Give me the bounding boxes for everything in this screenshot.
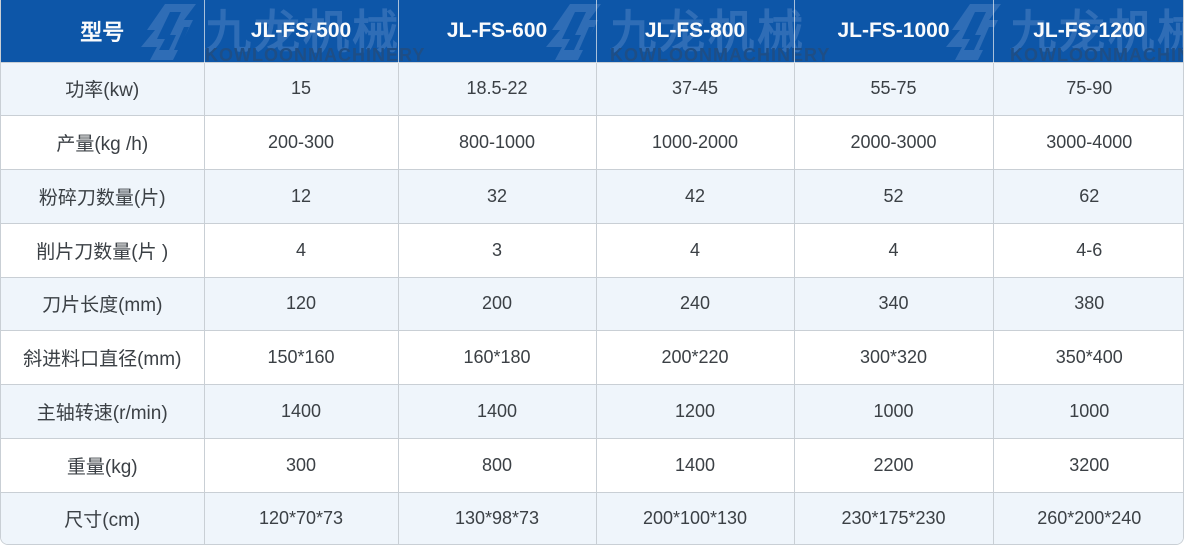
value-cell: 260*200*240 xyxy=(993,491,1183,544)
value-cell: 200*220 xyxy=(596,330,795,385)
value-cell: 240 xyxy=(596,276,795,331)
value-cell: 3200 xyxy=(993,437,1183,493)
value-cell: 37-45 xyxy=(596,61,795,116)
value-cell: 18.5-22 xyxy=(398,61,597,116)
row-label-cell: 尺寸(cm) xyxy=(1,491,205,544)
value-cell: 350*400 xyxy=(993,330,1183,385)
value-cell: 2200 xyxy=(794,437,994,493)
value-cell: 130*98*73 xyxy=(398,491,597,544)
value-cell: 4 xyxy=(204,222,399,278)
value-cell: 1400 xyxy=(398,384,597,439)
table-row: 斜进料口直径(mm) 150*160 160*180 200*220 300*320 35… xyxy=(1,330,1183,385)
row-label-cell: 粉碎刀数量(片) xyxy=(1,169,205,224)
value-cell: 800 xyxy=(398,437,597,493)
table-row: 尺寸(cm) 120*70*73 130*98*73 200*100*130 230*1… xyxy=(1,491,1183,544)
row-label-cell: 刀片长度(mm) xyxy=(1,276,205,331)
value-cell: 55-75 xyxy=(794,61,994,116)
value-cell: 15 xyxy=(204,61,399,116)
value-cell: 300*320 xyxy=(794,330,994,385)
row-label-cell: 产量(kg /h) xyxy=(1,115,205,170)
header-cell-model-label: 型号 xyxy=(1,0,205,62)
value-cell: 75-90 xyxy=(993,61,1183,116)
table-row: 刀片长度(mm) 120 200 240 340 380 xyxy=(1,276,1183,331)
watermark-cn-text: 九龙机械 xyxy=(1010,6,1183,58)
table-row: 主轴转速(r/min) 1400 1400 1200 1000 1000 xyxy=(1,384,1183,439)
table-row: 削片刀数量(片 ) 4 3 4 4 4-6 xyxy=(1,222,1183,278)
value-cell: 1400 xyxy=(204,384,399,439)
row-label-cell: 重量(kg) xyxy=(1,437,205,493)
table-row: 重量(kg) 300 800 1400 2200 3200 xyxy=(1,437,1183,493)
row-label-cell: 斜进料口直径(mm) xyxy=(1,330,205,385)
value-cell: 200-300 xyxy=(204,115,399,170)
value-cell: 1000 xyxy=(794,384,994,439)
value-cell: 4 xyxy=(794,222,994,278)
value-cell: 1000 xyxy=(993,384,1183,439)
value-cell: 120*70*73 xyxy=(204,491,399,544)
table-row: 产量(kg /h) 200-300 800-1000 1000-2000 2000-30… xyxy=(1,115,1183,170)
value-cell: 380 xyxy=(993,276,1183,331)
value-cell: 3 xyxy=(398,222,597,278)
header-cell-model: JL-FS-500 xyxy=(204,0,399,62)
value-cell: 12 xyxy=(204,169,399,224)
value-cell: 1400 xyxy=(596,437,795,493)
value-cell: 42 xyxy=(596,169,795,224)
header-cell-model: JL-FS-1200 xyxy=(1033,18,1146,42)
value-cell: 52 xyxy=(794,169,994,224)
header-cell-model: JL-FS-800 xyxy=(596,0,795,62)
value-cell: 200*100*130 xyxy=(596,491,795,544)
value-cell: 32 xyxy=(398,169,597,224)
watermark-en-text: KOWLOONMACHINERY xyxy=(1010,45,1183,62)
value-cell: 3000-4000 xyxy=(993,115,1183,170)
value-cell: 150*160 xyxy=(204,330,399,385)
value-cell: 300 xyxy=(204,437,399,493)
row-label-cell: 功率(kw) xyxy=(1,61,205,116)
value-cell: 1200 xyxy=(596,384,795,439)
value-cell: 200 xyxy=(398,276,597,331)
header-cell-model: JL-FS-1000 xyxy=(794,0,994,62)
value-cell: 2000-3000 xyxy=(794,115,994,170)
value-cell: 340 xyxy=(794,276,994,331)
value-cell: 4-6 xyxy=(993,222,1183,278)
header-cell-model: JL-FS-600 xyxy=(398,0,597,62)
table-row: 粉碎刀数量(片) 12 32 42 52 62 xyxy=(1,169,1183,224)
value-cell: 800-1000 xyxy=(398,115,597,170)
row-label-cell: 主轴转速(r/min) xyxy=(1,384,205,439)
value-cell: 1000-2000 xyxy=(596,115,795,170)
header-row: 型号 JL-FS-500 JL-FS-600 JL-FS-800 JL-FS-1000… xyxy=(1,0,1183,62)
table-row: 功率(kw) 15 18.5-22 37-45 55-75 75-90 xyxy=(1,61,1183,116)
value-cell: 160*180 xyxy=(398,330,597,385)
value-cell: 4 xyxy=(596,222,795,278)
value-cell: 62 xyxy=(993,169,1183,224)
value-cell: 230*175*230 xyxy=(794,491,994,544)
row-label-cell: 削片刀数量(片 ) xyxy=(1,222,205,278)
value-cell: 120 xyxy=(204,276,399,331)
